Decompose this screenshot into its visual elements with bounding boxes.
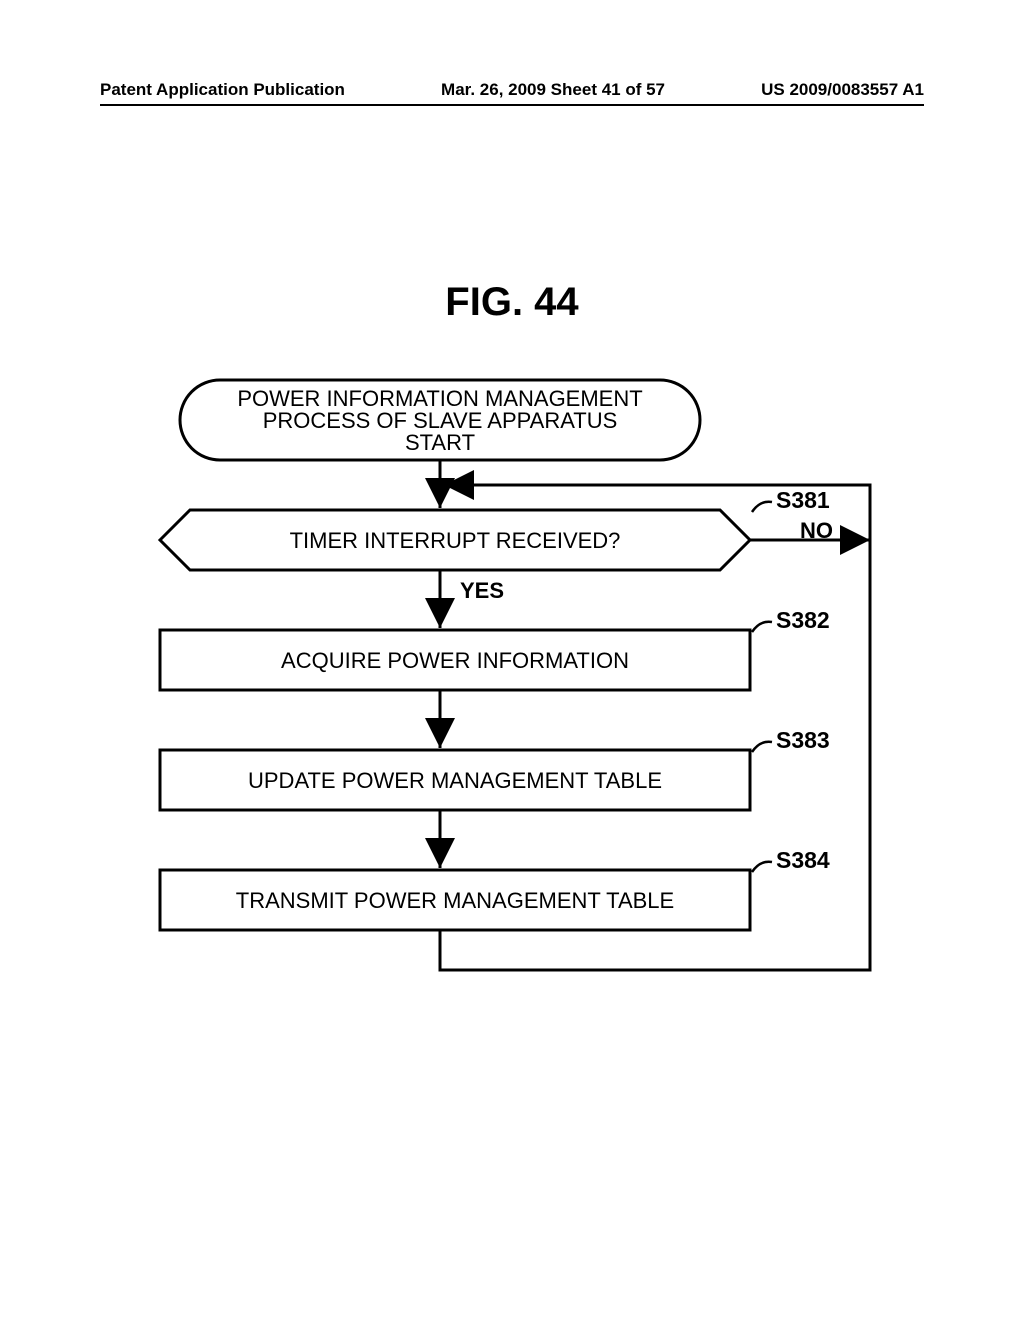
start-text-l3: START bbox=[405, 430, 475, 455]
step-hook-s384 bbox=[752, 862, 772, 872]
header-right: US 2009/0083557 A1 bbox=[761, 80, 924, 100]
decision-text: TIMER INTERRUPT RECEIVED? bbox=[290, 528, 621, 553]
page: Patent Application Publication Mar. 26, … bbox=[0, 0, 1024, 1320]
step-s381: S381 bbox=[776, 487, 830, 513]
s383-text: UPDATE POWER MANAGEMENT TABLE bbox=[248, 768, 662, 793]
s382-text: ACQUIRE POWER INFORMATION bbox=[281, 648, 629, 673]
figure-title: FIG. 44 bbox=[0, 280, 1024, 325]
header-left: Patent Application Publication bbox=[100, 80, 345, 100]
s384-text: TRANSMIT POWER MANAGEMENT TABLE bbox=[236, 888, 674, 913]
step-s382: S382 bbox=[776, 607, 830, 633]
page-header: Patent Application Publication Mar. 26, … bbox=[100, 80, 924, 106]
yes-label: YES bbox=[460, 578, 504, 603]
step-hook-s383 bbox=[752, 742, 772, 752]
step-s384: S384 bbox=[776, 847, 830, 873]
header-center: Mar. 26, 2009 Sheet 41 of 57 bbox=[441, 80, 665, 100]
step-s383: S383 bbox=[776, 727, 830, 753]
step-hook-s382 bbox=[752, 622, 772, 632]
flowchart: POWER INFORMATION MANAGEMENT PROCESS OF … bbox=[120, 370, 900, 1010]
step-hook-s381 bbox=[752, 502, 772, 512]
